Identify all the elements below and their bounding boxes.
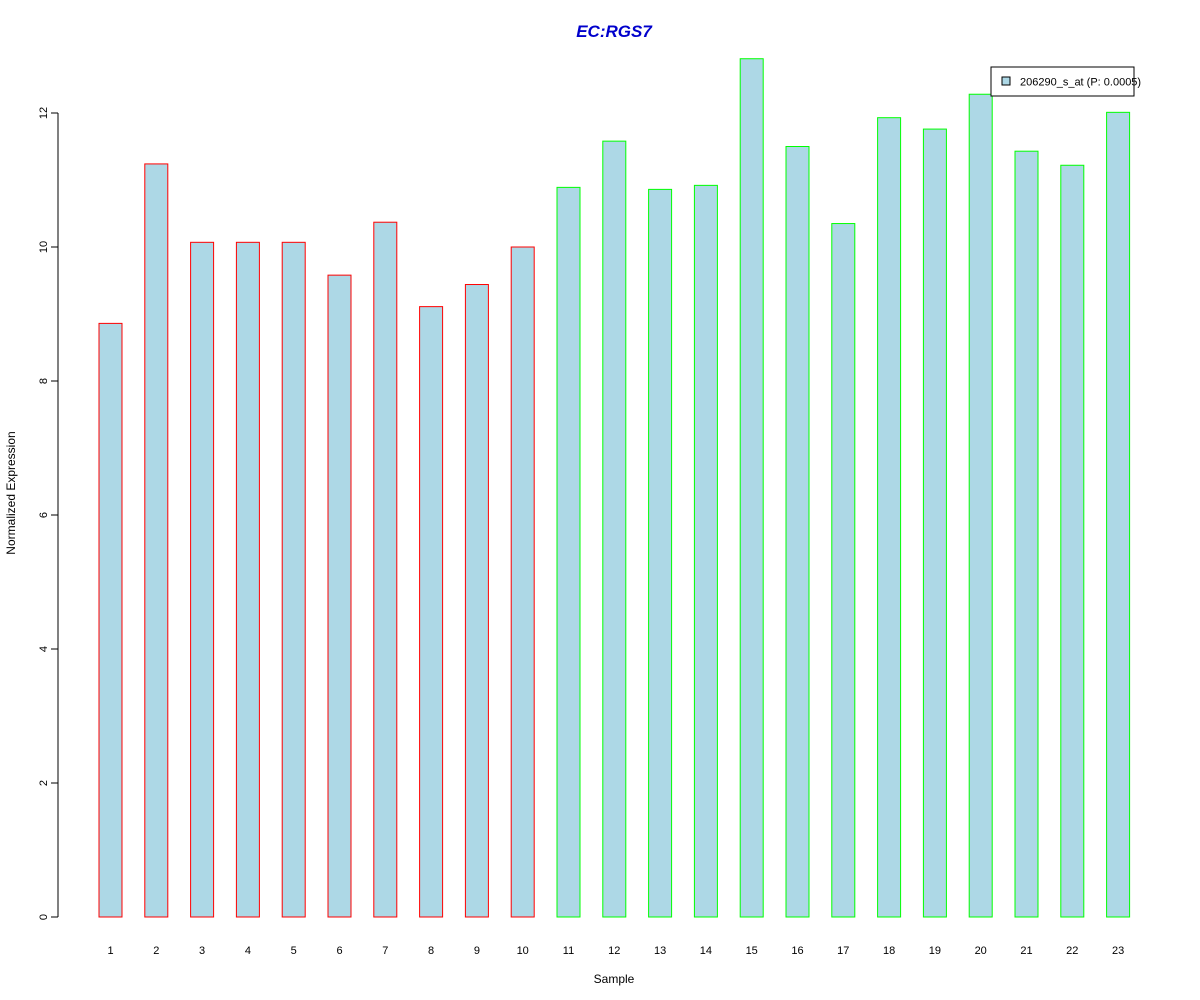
legend-swatch <box>1001 76 1011 86</box>
x-tick-label: 10 <box>517 945 529 957</box>
bar-sample-3 <box>190 241 215 918</box>
legend-box <box>990 66 1135 97</box>
x-tick-label: 1 <box>107 945 113 957</box>
bar-sample-23 <box>1106 111 1131 918</box>
chart-title: EC:RGS7 <box>576 22 653 41</box>
x-tick-label: 8 <box>428 945 434 957</box>
bar-sample-17 <box>831 223 856 918</box>
x-tick-label: 21 <box>1020 945 1032 957</box>
legend-label: 206290_s_at (P: 0.0005) <box>1020 77 1141 89</box>
bar-sample-11 <box>556 186 581 918</box>
x-tick-label: 9 <box>474 945 480 957</box>
x-tick-label: 12 <box>608 945 620 957</box>
x-axis-label: Sample <box>594 972 635 986</box>
bar-sample-6 <box>327 274 352 918</box>
x-tick-label: 17 <box>837 945 849 957</box>
y-axis-label: Normalized Expression <box>4 431 18 554</box>
x-tick-label: 16 <box>791 945 803 957</box>
bar-sample-1 <box>98 322 123 918</box>
bar-sample-5 <box>281 241 306 918</box>
y-axis: 0 2 4 6 8 10 12 <box>38 107 59 920</box>
bar-sample-10 <box>510 246 535 918</box>
x-tick-label: 18 <box>883 945 895 957</box>
bar-sample-8 <box>419 306 444 918</box>
bar-sample-13 <box>648 188 673 918</box>
bar-sample-7 <box>373 221 398 918</box>
y-tick-label: 10 <box>38 241 50 253</box>
bar-sample-19 <box>922 128 947 918</box>
bar-sample-16 <box>785 146 810 918</box>
y-tick-label: 2 <box>38 780 50 786</box>
x-tick-labels: 1 2 3 4 5 6 7 8 9 10 11 12 13 14 15 16 17 18 19 20 21 22 23 <box>107 945 1124 957</box>
x-tick-label: 4 <box>245 945 251 957</box>
bar-sample-14 <box>693 184 718 918</box>
x-tick-label: 11 <box>563 945 574 957</box>
x-tick-label: 13 <box>654 945 666 957</box>
bar-sample-21 <box>1014 150 1039 918</box>
bar-sample-4 <box>235 241 260 918</box>
bar-sample-18 <box>877 117 902 918</box>
x-tick-label: 15 <box>746 945 758 957</box>
x-tick-label: 22 <box>1066 945 1078 957</box>
bar-sample-22 <box>1060 164 1085 918</box>
legend: 206290_s_at (P: 0.0005) <box>990 66 1141 97</box>
y-tick-label: 4 <box>38 646 50 652</box>
bar-sample-20 <box>968 93 993 918</box>
y-tick-label: 0 <box>38 914 50 920</box>
x-tick-label: 23 <box>1112 945 1124 957</box>
y-tick-label: 6 <box>38 512 50 518</box>
x-tick-label: 5 <box>291 945 297 957</box>
bar-sample-2 <box>144 163 169 918</box>
x-tick-label: 3 <box>199 945 205 957</box>
x-tick-label: 14 <box>700 945 712 957</box>
x-tick-label: 20 <box>975 945 987 957</box>
x-tick-label: 19 <box>929 945 941 957</box>
y-tick-label: 8 <box>38 378 50 384</box>
x-tick-label: 2 <box>153 945 159 957</box>
bars <box>98 58 1131 918</box>
bar-sample-12 <box>602 140 627 918</box>
x-tick-label: 7 <box>382 945 388 957</box>
y-tick-label: 12 <box>38 107 50 119</box>
x-tick-label: 6 <box>336 945 342 957</box>
bar-sample-9 <box>464 284 489 918</box>
bar-sample-15 <box>739 58 764 918</box>
